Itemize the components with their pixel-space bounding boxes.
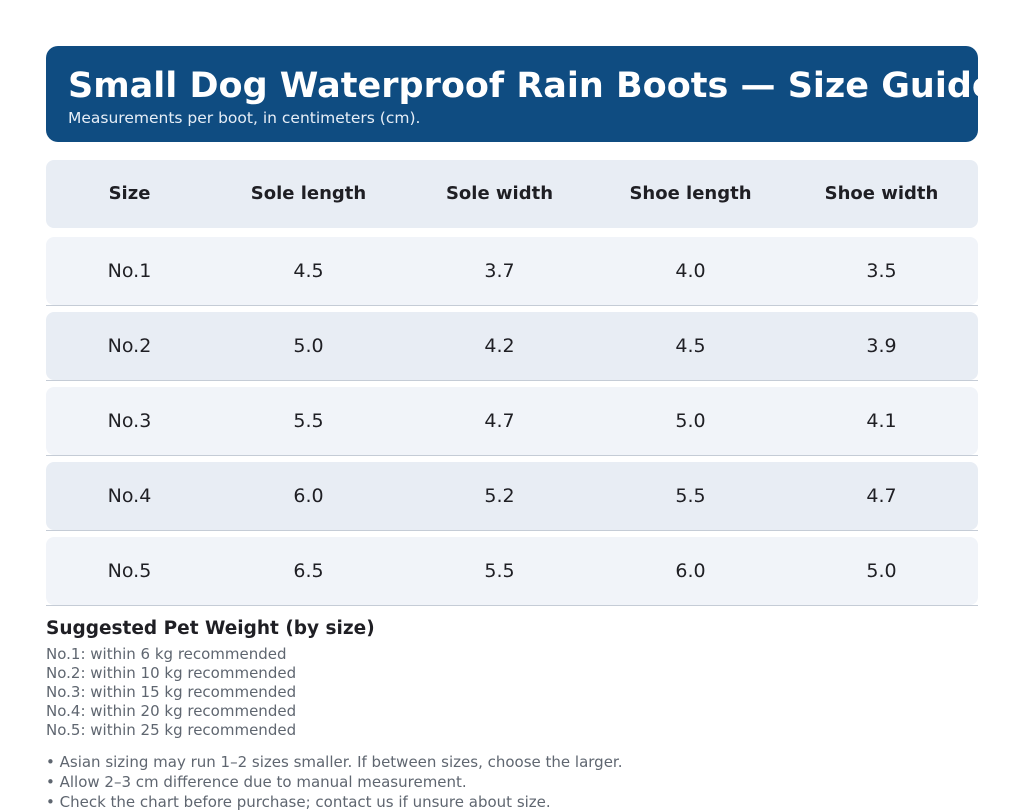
cell-shoe-length: 6.0 xyxy=(675,560,706,582)
note-item: • Check the chart before purchase; conta… xyxy=(46,793,551,811)
cell-sole-length: 6.5 xyxy=(293,560,324,582)
cell-size: No.3 xyxy=(107,410,152,432)
cell-size: No.4 xyxy=(107,485,152,507)
weight-line: No.3: within 15 kg recommended xyxy=(46,683,297,701)
cell-shoe-length: 4.0 xyxy=(675,260,706,282)
note-item: • Allow 2–3 cm difference due to manual … xyxy=(46,773,467,791)
cell-shoe-length: 4.5 xyxy=(675,335,706,357)
column-header-size: Size xyxy=(108,183,151,204)
cell-shoe-width: 4.1 xyxy=(866,410,897,432)
column-header-sole-width: Sole width xyxy=(445,183,554,204)
table-row: No.4 6.0 5.2 5.5 4.7 xyxy=(46,462,978,530)
weight-line: No.1: within 6 kg recommended xyxy=(46,645,287,663)
column-header-shoe-width: Shoe width xyxy=(824,183,939,204)
page-subtitle: Measurements per boot, in centimeters (c… xyxy=(68,109,421,127)
weight-line: No.2: within 10 kg recommended xyxy=(46,664,297,682)
row-divider xyxy=(46,455,978,456)
cell-shoe-width: 3.9 xyxy=(866,335,897,357)
cell-shoe-length: 5.5 xyxy=(675,485,706,507)
cell-sole-width: 3.7 xyxy=(484,260,515,282)
table-row: No.3 5.5 4.7 5.0 4.1 xyxy=(46,387,978,455)
weight-line: No.5: within 25 kg recommended xyxy=(46,721,297,739)
weight-heading: Suggested Pet Weight (by size) xyxy=(46,618,375,639)
table-row: No.1 4.5 3.7 4.0 3.5 xyxy=(46,237,978,305)
cell-sole-width: 5.2 xyxy=(484,485,515,507)
cell-size: No.1 xyxy=(107,260,152,282)
cell-sole-length: 4.5 xyxy=(293,260,324,282)
cell-shoe-length: 5.0 xyxy=(675,410,706,432)
cell-shoe-width: 5.0 xyxy=(866,560,897,582)
row-divider xyxy=(46,530,978,531)
table-row: No.2 5.0 4.2 4.5 3.9 xyxy=(46,312,978,380)
row-divider xyxy=(46,605,978,606)
note-item: • Asian sizing may run 1–2 sizes smaller… xyxy=(46,753,623,771)
cell-sole-width: 4.7 xyxy=(484,410,515,432)
title-banner: Small Dog Waterproof Rain Boots — Size G… xyxy=(46,46,978,142)
cell-sole-width: 4.2 xyxy=(484,335,515,357)
cell-size: No.2 xyxy=(107,335,152,357)
column-header-sole-length: Sole length xyxy=(250,183,367,204)
cell-sole-length: 5.5 xyxy=(293,410,324,432)
cell-sole-length: 6.0 xyxy=(293,485,324,507)
cell-shoe-width: 4.7 xyxy=(866,485,897,507)
page-title: Small Dog Waterproof Rain Boots — Size G… xyxy=(68,66,978,106)
table-header-row: Size Sole length Sole width Shoe length … xyxy=(46,160,978,228)
row-divider xyxy=(46,305,978,306)
row-divider xyxy=(46,380,978,381)
weight-line: No.4: within 20 kg recommended xyxy=(46,702,297,720)
column-header-shoe-length: Shoe length xyxy=(629,183,752,204)
cell-shoe-width: 3.5 xyxy=(866,260,897,282)
cell-size: No.5 xyxy=(107,560,152,582)
cell-sole-width: 5.5 xyxy=(484,560,515,582)
cell-sole-length: 5.0 xyxy=(293,335,324,357)
table-row: No.5 6.5 5.5 6.0 5.0 xyxy=(46,537,978,605)
